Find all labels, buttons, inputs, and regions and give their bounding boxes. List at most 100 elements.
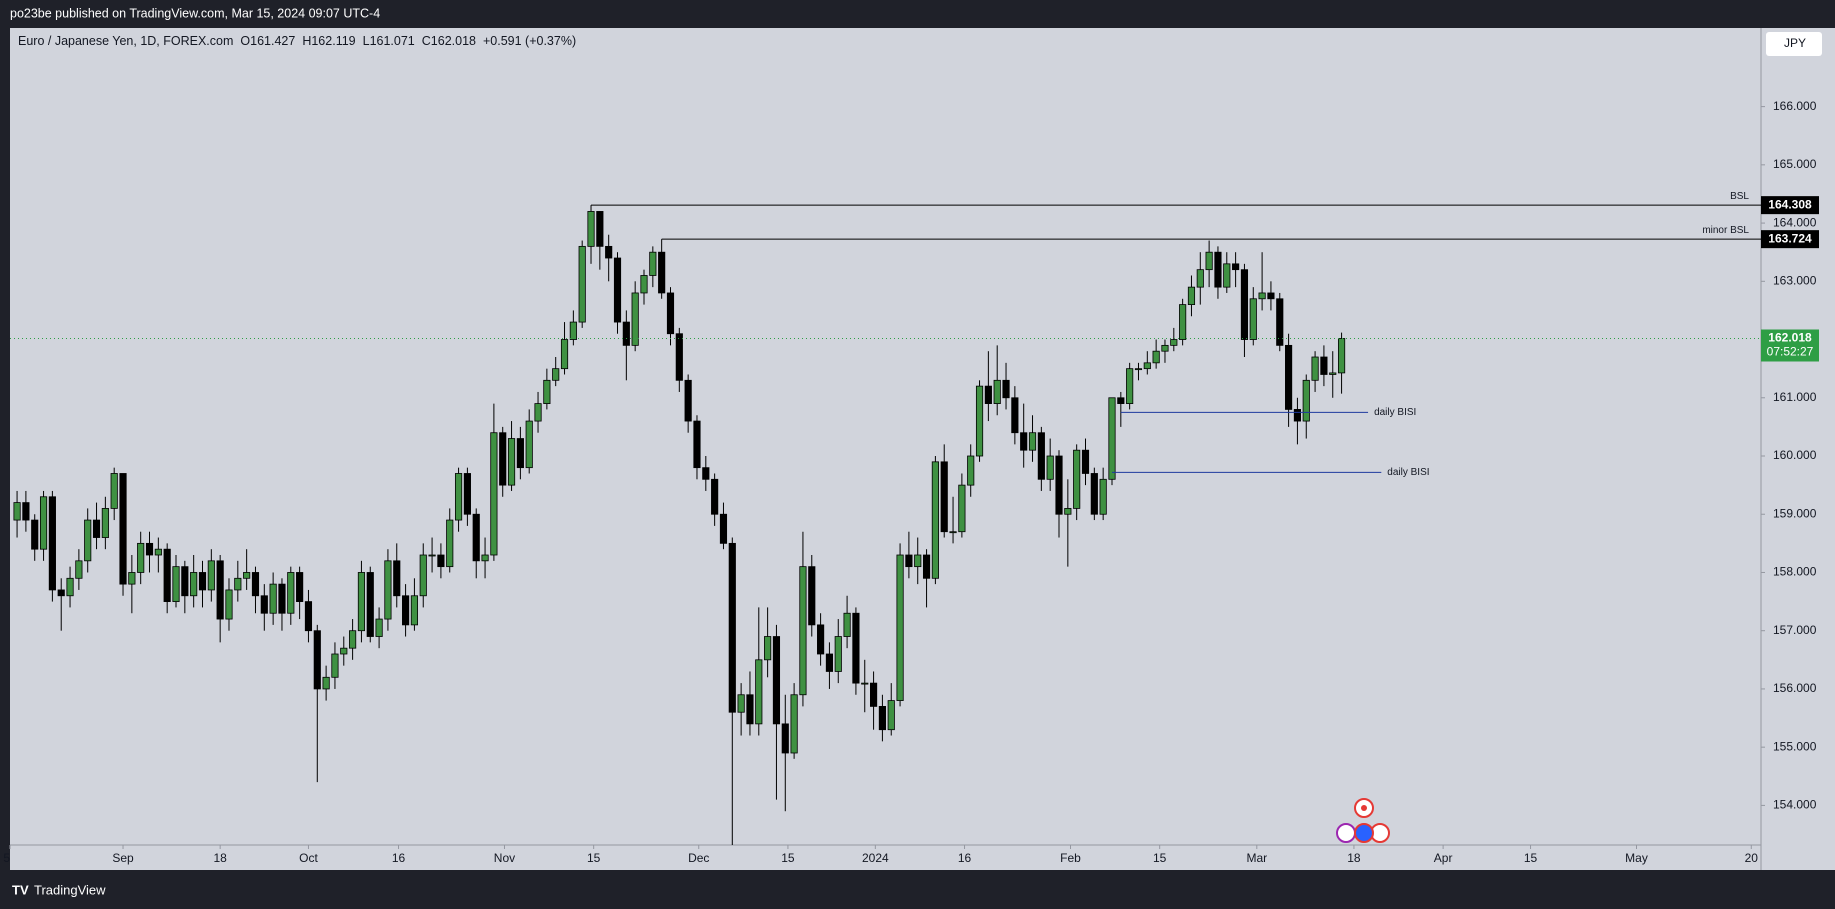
candle-body	[560, 339, 569, 370]
change: +0.591 (+0.37%)	[482, 34, 577, 48]
candle-body	[843, 612, 851, 637]
candle-body	[1232, 263, 1240, 271]
level-label: daily BISI	[1387, 467, 1429, 478]
candle-body	[1108, 397, 1116, 480]
ohlc-value: 162.018	[430, 34, 476, 48]
y-tick-label: 156.000	[1773, 681, 1817, 695]
candle-body	[251, 572, 260, 597]
x-tick-label: 18	[1347, 851, 1361, 865]
x-tick-label: 15	[781, 851, 795, 865]
candle-body	[896, 554, 904, 701]
ohlc-key: L	[362, 34, 370, 48]
x-tick-label: 15	[587, 851, 601, 865]
candle-body	[1179, 304, 1187, 340]
candle-body	[613, 257, 622, 323]
event-icon[interactable]	[1336, 823, 1356, 843]
candle-body	[799, 566, 807, 696]
candle-body	[949, 531, 957, 534]
candle-body	[13, 502, 21, 521]
y-tick-label: 160.000	[1773, 448, 1817, 462]
candle-body	[861, 682, 869, 685]
candle-body	[128, 572, 136, 585]
candle-body	[481, 554, 489, 562]
candle-body	[1240, 269, 1249, 340]
candle-body	[1302, 379, 1310, 422]
candle-body	[1064, 508, 1072, 515]
candle-body	[569, 321, 577, 340]
candle-body	[1214, 251, 1222, 288]
publish-info: po23be published on TradingView.com, Mar…	[10, 6, 380, 20]
y-tick-label: 161.000	[1773, 390, 1817, 404]
price-tag	[1761, 196, 1819, 215]
candle-body	[887, 700, 895, 731]
candle-body	[631, 292, 639, 346]
candle-body	[181, 566, 189, 597]
candle-body	[790, 694, 798, 754]
last-price-tag	[1761, 329, 1819, 362]
candle-body	[499, 432, 507, 486]
ohlc-item: C162.018	[422, 34, 476, 48]
candle-body	[1055, 455, 1063, 515]
candle-body	[870, 682, 878, 707]
candle-body	[119, 473, 127, 585]
candle-body	[66, 577, 74, 597]
plot	[13, 205, 1346, 845]
ohlc-value: 161.427	[250, 34, 296, 48]
price-tag	[1761, 230, 1819, 249]
ohlc-value: 162.119	[311, 34, 356, 48]
candle-body	[543, 379, 551, 404]
candle-body	[145, 542, 154, 556]
event-icon[interactable]	[1354, 823, 1374, 843]
x-tick-label: Dec	[688, 851, 709, 865]
candle-body	[1046, 455, 1054, 480]
candle-body	[931, 461, 939, 579]
candle-body	[1285, 344, 1293, 410]
candle-body	[817, 624, 825, 655]
candle-body	[975, 385, 984, 457]
candle-body	[1002, 379, 1010, 399]
candle-body	[322, 676, 330, 690]
candle-body	[1090, 473, 1098, 515]
candle-body	[622, 321, 630, 346]
event-dot	[1361, 805, 1367, 811]
candle-body	[728, 542, 736, 713]
candle-body	[878, 706, 886, 731]
candle-body	[198, 572, 207, 591]
candle-body	[914, 554, 922, 568]
candle-body	[172, 566, 180, 602]
candle-body	[446, 519, 454, 568]
currency-button[interactable]	[1766, 32, 1822, 56]
level-label: BSL	[1730, 191, 1749, 202]
candle-body	[304, 601, 313, 632]
candle-body	[437, 554, 445, 568]
candle-body	[675, 333, 683, 381]
candle-body	[552, 368, 560, 381]
candle-body	[190, 572, 198, 597]
candle-body	[1099, 478, 1107, 515]
candle-body	[1152, 350, 1160, 364]
candle-body	[402, 595, 410, 626]
candle-body	[39, 496, 48, 550]
candle-body	[808, 566, 816, 626]
candle-body	[658, 251, 666, 294]
ohlc-item: L161.071	[363, 34, 415, 48]
x-tick-label: Mar	[1246, 851, 1267, 865]
candle-body	[516, 438, 524, 469]
candle-body	[507, 438, 516, 486]
candle-body	[419, 554, 427, 597]
last-price-label: 162.018	[1768, 331, 1812, 345]
x-tick-label: 15	[1153, 851, 1167, 865]
candle-body	[22, 502, 30, 521]
candle-body	[666, 292, 675, 335]
brand: TradingView	[34, 882, 106, 897]
candle-body	[216, 560, 224, 620]
candle-body	[340, 647, 348, 655]
x-tick-label: 5	[3, 851, 10, 865]
candle-body	[649, 251, 657, 276]
candle-body	[1081, 449, 1090, 474]
candle-body	[1073, 449, 1081, 509]
candle-body	[349, 630, 357, 649]
candle-body	[1117, 397, 1125, 404]
